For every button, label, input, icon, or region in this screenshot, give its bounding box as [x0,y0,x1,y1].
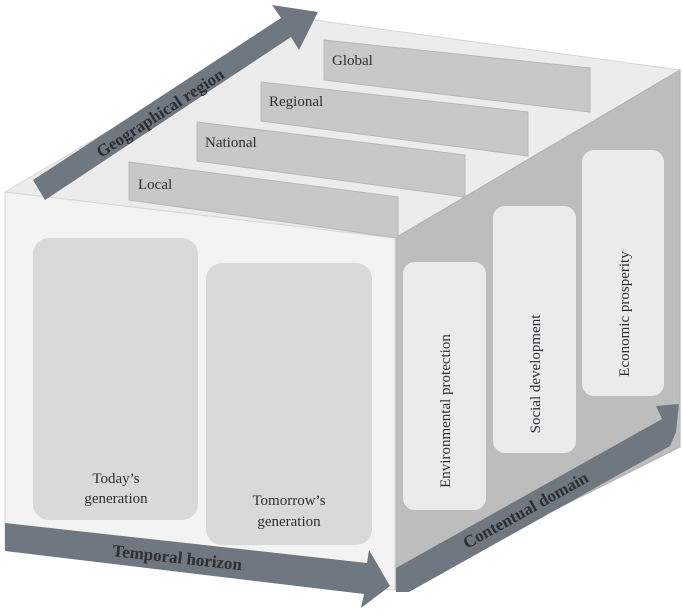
domain-label-environmental: Environmental protection [438,334,454,488]
generation-panel-tomorrow: Tomorrow’s generation [206,263,372,545]
domain-panel-social: Social development [493,206,576,453]
domain-label-social: Social development [528,314,544,434]
region-bar-global: Global [323,39,591,113]
domain-panel-environmental: Environmental protection [403,262,486,510]
domain-panel-economic: Economic prosperity [582,150,664,396]
tomorrow-line2: generation [257,514,321,530]
tomorrow-line1: Tomorrow’s [252,493,325,509]
region-bar-local: Local [128,161,399,239]
domain-label-economic: Economic prosperity [617,251,633,377]
region-bar-regional: Regional [260,81,529,157]
today-line2: generation [84,491,148,507]
generation-panel-today: Today’s generation [33,238,198,520]
region-bar-national: National [196,121,466,198]
region-label-regional: Regional [269,94,323,110]
region-label-global: Global [332,53,373,69]
region-label-local: Local [138,177,172,193]
today-line1: Today’s [92,471,139,487]
region-label-national: National [205,135,257,151]
